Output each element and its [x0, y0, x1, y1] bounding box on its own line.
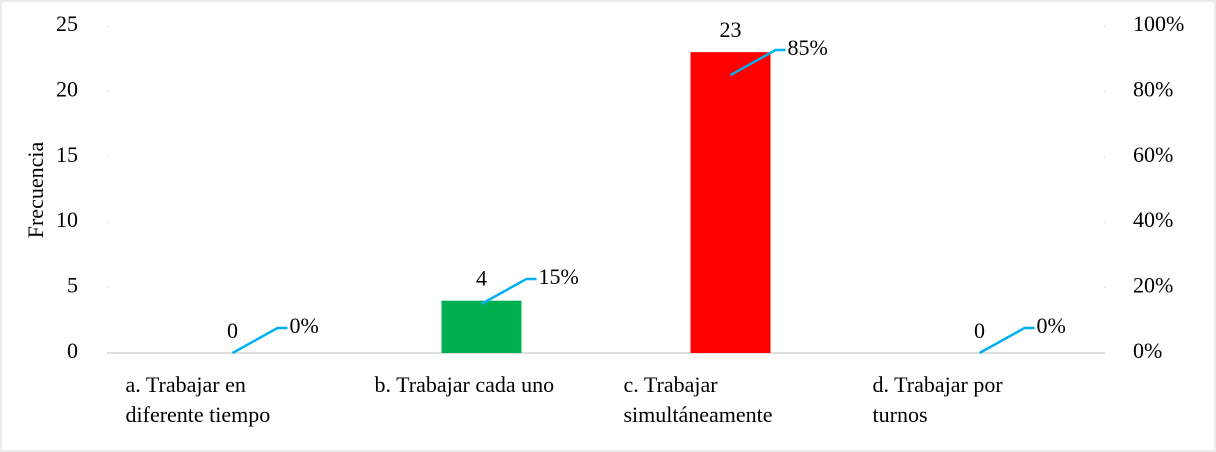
- y-tick-label: 25: [56, 11, 78, 36]
- y2-tick-label: 80%: [1133, 76, 1173, 101]
- value-label: 0: [227, 318, 238, 343]
- y-tick-label: 20: [56, 76, 78, 101]
- percent-label: 85%: [788, 35, 828, 60]
- callout-leader: [978, 326, 1035, 355]
- y2-tick-label: 20%: [1133, 273, 1173, 298]
- percent-label: 15%: [539, 264, 579, 289]
- x-tick-label: d. Trabajar por turnos: [872, 372, 1003, 427]
- y2-tick-label: 60%: [1133, 142, 1173, 167]
- y-tick-label: 10: [56, 207, 78, 232]
- percent-label: 0%: [290, 313, 319, 338]
- x-tick-label: c. Trabajar simultáneamente: [623, 372, 773, 427]
- bar: [441, 300, 522, 353]
- callout-leader: [729, 48, 786, 77]
- y2-tick-label: 40%: [1133, 207, 1173, 232]
- y-axis-label: Frecuencia: [23, 142, 48, 239]
- callout-leader: [231, 326, 288, 355]
- value-label: 23: [720, 17, 742, 42]
- y2-tick-label: 0%: [1133, 338, 1162, 363]
- y2-tick-label: 100%: [1133, 11, 1184, 36]
- x-tick-label: b. Trabajar cada uno: [374, 372, 555, 397]
- bar: [690, 52, 771, 353]
- percent-label: 0%: [1037, 313, 1066, 338]
- y-tick-label: 15: [56, 142, 78, 167]
- y-tick-label: 5: [67, 273, 78, 298]
- callout-leader: [480, 277, 537, 306]
- x-tick-label: a. Trabajar en diferente tiempo: [125, 372, 271, 427]
- value-label: 4: [476, 266, 487, 291]
- y-tick-label: 0: [67, 338, 78, 363]
- value-label: 0: [974, 318, 985, 343]
